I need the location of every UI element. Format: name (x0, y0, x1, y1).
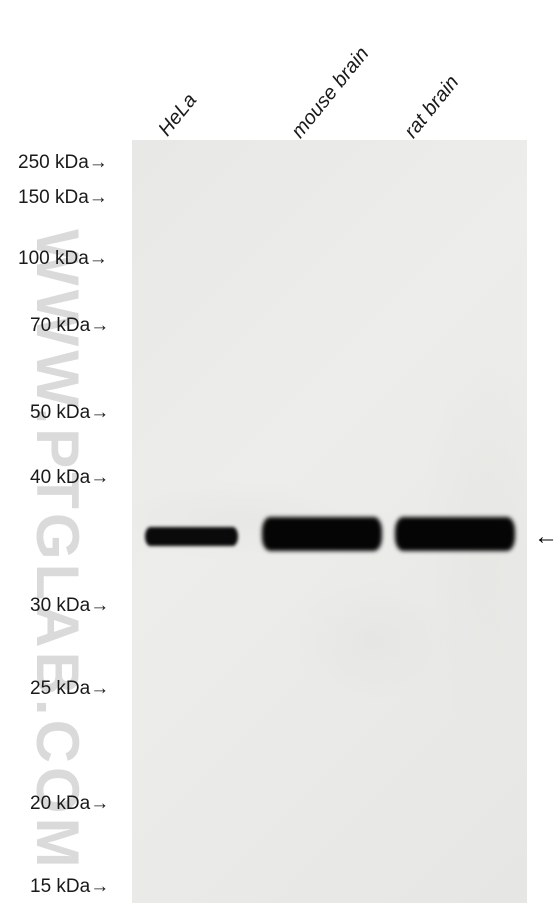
band-indicator-arrow-icon: ← (534, 523, 558, 551)
mw-marker: 30 kDa→ (30, 595, 109, 617)
protein-band (145, 527, 238, 546)
protein-band (262, 517, 382, 551)
lane-label: HeLa (154, 89, 202, 141)
mw-marker: 250 kDa→ (18, 152, 108, 174)
mw-marker: 100 kDa→ (18, 248, 108, 270)
lane-label: rat brain (400, 72, 464, 143)
protein-band (395, 517, 515, 551)
lane-label: mouse brain (287, 43, 374, 143)
blot-container: WWW.PTGLAB.COM HeLa mouse brain rat brai… (0, 0, 560, 903)
mw-marker: 25 kDa→ (30, 678, 109, 700)
mw-marker: 20 kDa→ (30, 793, 109, 815)
mw-marker: 70 kDa→ (30, 315, 109, 337)
mw-marker: 40 kDa→ (30, 467, 109, 489)
mw-marker: 50 kDa→ (30, 402, 109, 424)
mw-marker: 150 kDa→ (18, 187, 108, 209)
mw-marker: 15 kDa→ (30, 876, 109, 898)
